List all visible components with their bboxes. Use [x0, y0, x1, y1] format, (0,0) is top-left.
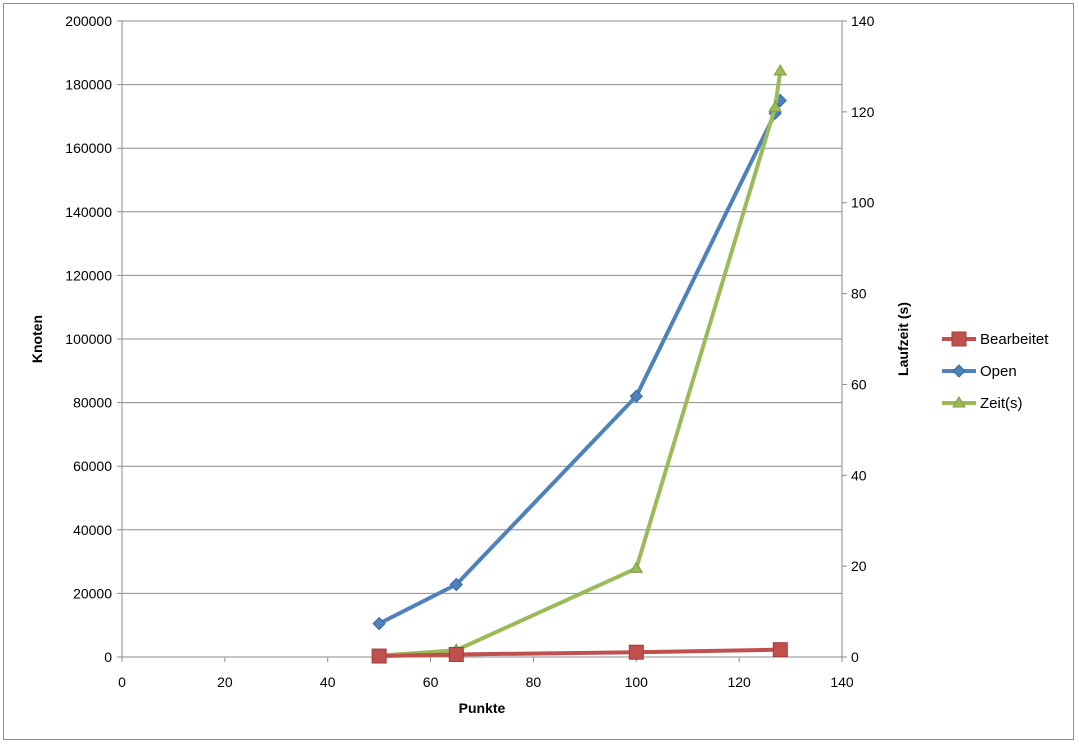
x-tick-label: 120: [727, 674, 751, 690]
data-point: [372, 616, 386, 631]
x-tick-label: 20: [217, 674, 233, 690]
y-tick-label: 0: [104, 649, 112, 665]
y2-axis-title: Laufzeit (s): [895, 302, 911, 376]
x-tick-label: 80: [526, 674, 542, 690]
x-tick-label: 40: [320, 674, 336, 690]
data-point: [768, 100, 783, 112]
y-tick-label: 60000: [73, 458, 112, 474]
data-point: [773, 63, 788, 76]
y-tick-label: 40000: [73, 522, 112, 538]
y2-tick-label: 40: [851, 467, 867, 483]
data-point: [951, 331, 967, 347]
legend-item: Bearbeitet: [942, 331, 1049, 348]
legend-item: Open: [942, 363, 1017, 380]
data-point: [448, 646, 464, 662]
legend-label: Open: [980, 363, 1017, 380]
data-point: [629, 389, 643, 403]
data-point: [449, 577, 463, 592]
y-axis-title: Knoten: [29, 315, 45, 363]
y2-tick-label: 120: [851, 104, 875, 120]
y2-tick-label: 100: [851, 195, 875, 211]
x-axis-title: Punkte: [459, 700, 506, 716]
tick-labels: 0 20000 40000 60000 80000 100000 120000 140000 1…: [65, 13, 874, 690]
series-line: [377, 98, 783, 626]
data-point: [952, 364, 966, 378]
y-tick-label: 200000: [65, 13, 112, 29]
data-point: [371, 648, 387, 664]
series-group: [371, 63, 788, 664]
series-line: [377, 647, 783, 659]
data-point: [628, 644, 644, 660]
y2-tick-label: 140: [851, 13, 875, 29]
data-point: [772, 642, 788, 658]
y2-tick-label: 20: [851, 558, 867, 574]
y-tick-label: 100000: [65, 331, 112, 347]
legend-label: Bearbeitet: [980, 331, 1049, 348]
legend: Bearbeitet Open Zeit(s): [942, 331, 1049, 412]
y-tick-label: 140000: [65, 204, 112, 220]
series-line: [377, 68, 783, 658]
y-tick-label: 160000: [65, 140, 112, 156]
data-point: [952, 396, 966, 408]
series-zeit-s-: [372, 63, 788, 661]
y2-tick-label: 60: [851, 376, 867, 392]
x-tick-label: 60: [423, 674, 439, 690]
y2-tick-label: 80: [851, 286, 867, 302]
x-tick-label: 0: [118, 674, 126, 690]
y-tick-label: 120000: [65, 267, 112, 283]
y2-tick-label: 0: [851, 649, 859, 665]
legend-label: Zeit(s): [980, 395, 1023, 412]
y-tick-label: 80000: [73, 395, 112, 411]
series-bearbeitet: [371, 642, 788, 664]
series-open: [372, 93, 787, 631]
x-tick-label: 100: [625, 674, 649, 690]
y-tick-label: 20000: [73, 585, 112, 601]
y-tick-label: 180000: [65, 77, 112, 93]
data-point: [629, 561, 644, 573]
axes: [117, 20, 847, 662]
gridlines: [122, 20, 842, 594]
legend-item: Zeit(s): [942, 395, 1023, 412]
x-tick-label: 140: [830, 674, 854, 690]
chart-frame: [3, 3, 1074, 740]
